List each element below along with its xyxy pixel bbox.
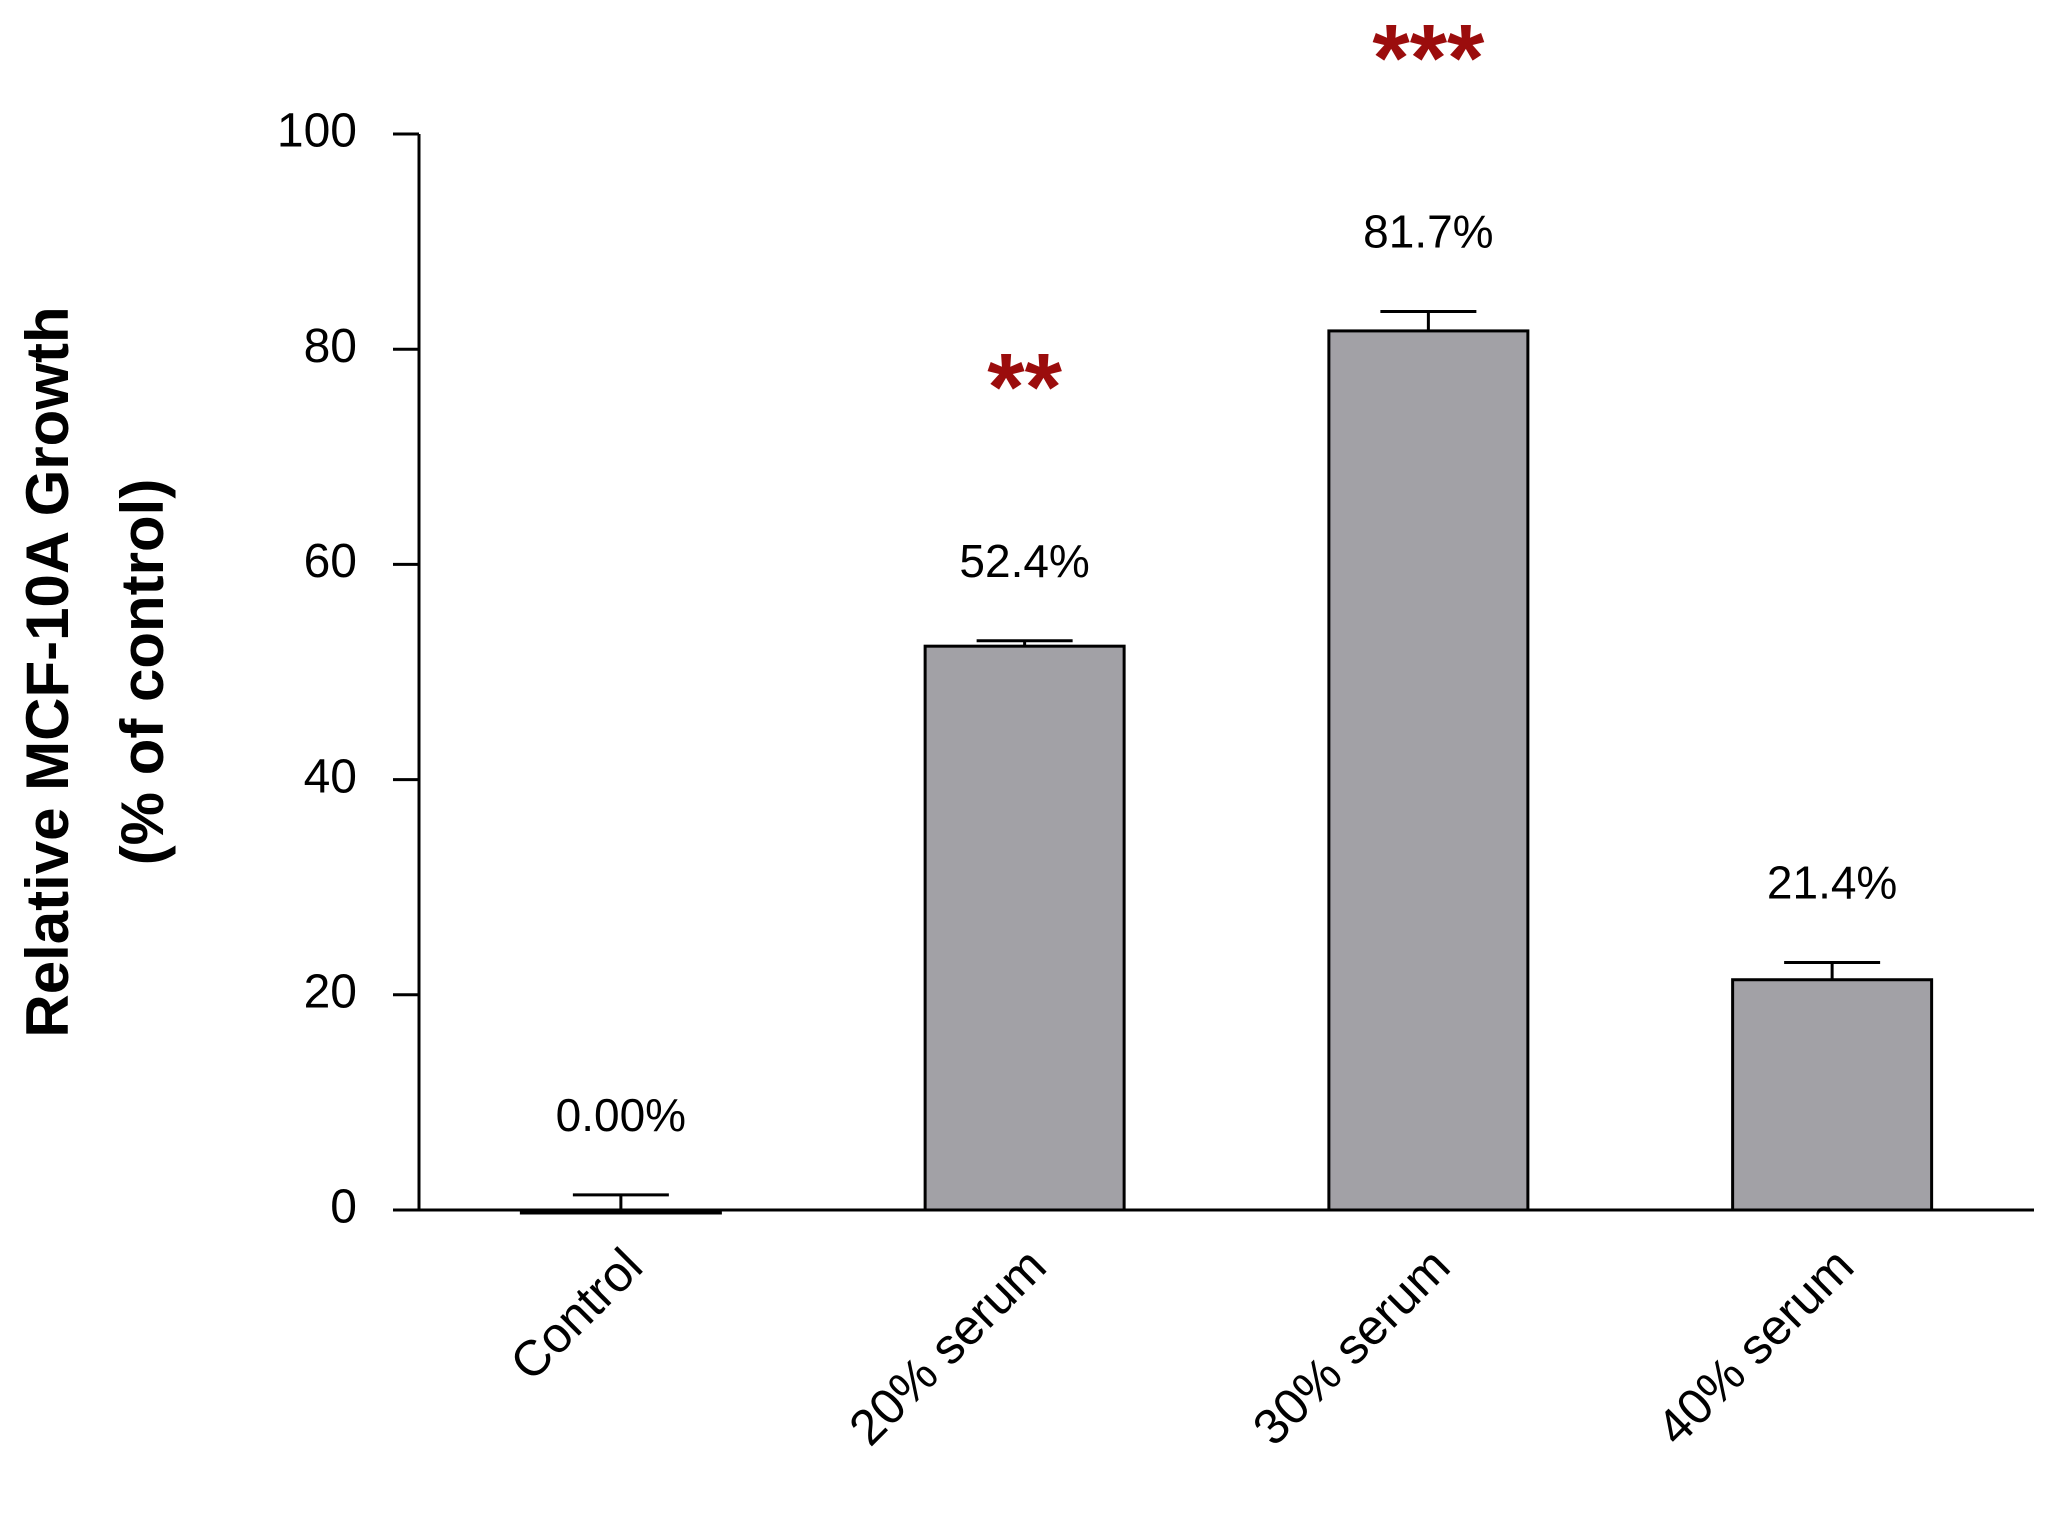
bar xyxy=(923,644,1126,1212)
y-axis-title: Relative MCF-10A Growth xyxy=(14,306,81,1037)
error-bar xyxy=(976,639,1073,647)
y-tick-label: 0 xyxy=(330,1181,357,1234)
x-tick-label: 20% serum xyxy=(838,1238,1056,1456)
value-label: 21.4% xyxy=(1767,857,1897,909)
significance: ** xyxy=(987,334,1062,441)
y-tick-label: 80 xyxy=(304,320,357,373)
error-bar xyxy=(1784,961,1881,980)
x-tick-label: 40% serum xyxy=(1646,1238,1864,1456)
error-bar xyxy=(572,1193,669,1210)
value-label: 52.4% xyxy=(959,535,1089,587)
y-axis-title: (% of control) xyxy=(109,479,176,866)
value-label: 0.00% xyxy=(556,1089,686,1141)
value-label: 81.7% xyxy=(1363,206,1493,258)
y-tick-label: 60 xyxy=(304,535,357,588)
y-tick-label: 40 xyxy=(304,750,357,803)
y-tick-label: 100 xyxy=(277,105,357,158)
bar xyxy=(1327,329,1530,1212)
bar xyxy=(519,1208,722,1215)
significance: *** xyxy=(1372,5,1485,112)
bar xyxy=(1731,978,1934,1212)
x-tick-label: Control xyxy=(499,1238,653,1392)
x-tick-label: 30% serum xyxy=(1242,1238,1460,1456)
y-tick-label: 20 xyxy=(304,965,357,1018)
error-bar xyxy=(1380,310,1477,331)
